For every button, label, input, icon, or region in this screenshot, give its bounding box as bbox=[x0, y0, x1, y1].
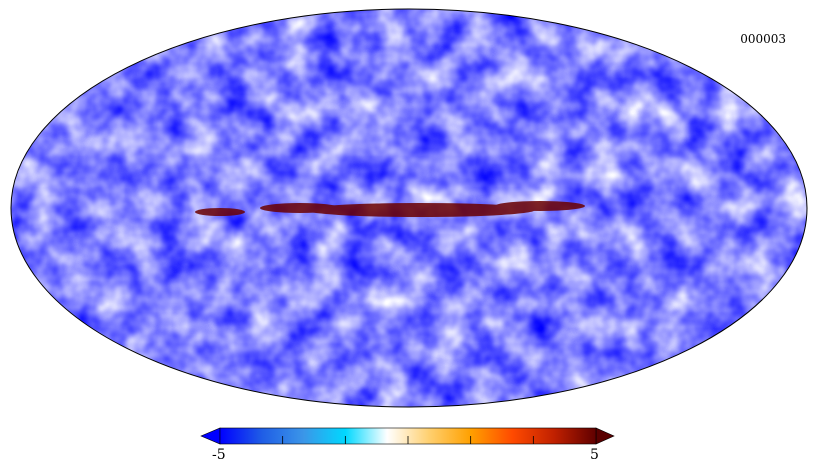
colorbar-max-label: 5 bbox=[590, 447, 599, 463]
map-label: 000003 bbox=[740, 32, 786, 46]
sky-map-outline bbox=[10, 8, 808, 408]
colorbar-ticks bbox=[282, 436, 534, 444]
colorbar-min-arrow bbox=[200, 427, 221, 445]
galactic-plane bbox=[195, 201, 585, 217]
colorbar-min-label: -5 bbox=[212, 447, 226, 463]
colorbar-max-arrow bbox=[595, 427, 615, 445]
